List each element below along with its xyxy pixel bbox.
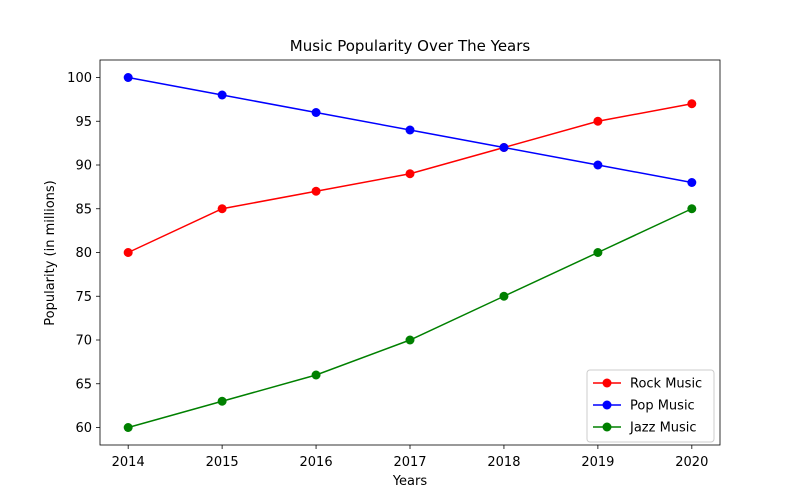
data-point xyxy=(405,335,415,345)
legend-box xyxy=(586,369,715,443)
y-tick-label: 65 xyxy=(75,377,92,392)
data-point xyxy=(593,160,603,170)
data-point xyxy=(687,178,697,187)
y-tick-label: 80 xyxy=(75,246,92,261)
data-point xyxy=(687,99,697,109)
data-point xyxy=(217,396,227,406)
data-point xyxy=(123,423,133,432)
data-point xyxy=(123,248,133,257)
data-point xyxy=(593,116,603,126)
data-point xyxy=(217,204,227,214)
y-axis-label: Popularity (in millions) xyxy=(43,180,58,325)
x-tick-label: 2017 xyxy=(393,455,426,470)
data-point xyxy=(499,291,509,301)
data-point xyxy=(311,370,321,380)
y-tick-label: 100 xyxy=(67,71,92,86)
y-tick-label: 85 xyxy=(75,202,92,217)
legend-label: Rock Music xyxy=(630,377,702,392)
x-axis-label: Years xyxy=(392,474,428,489)
chart-title: Music Popularity Over The Years xyxy=(290,37,531,55)
legend-marker xyxy=(602,378,612,388)
data-point xyxy=(123,73,133,82)
plot-area: 2014 2015 2016 2017 2018 2019 2020 60 65 70 75 80 85… xyxy=(67,59,721,470)
legend-marker xyxy=(602,400,612,410)
data-point xyxy=(405,169,415,179)
legend: Rock Music Pop Music Jazz Music xyxy=(586,369,715,443)
data-point xyxy=(311,186,321,196)
data-point xyxy=(217,90,227,100)
data-point xyxy=(405,125,415,135)
x-tick-label: 2020 xyxy=(675,455,708,470)
y-tick-label: 70 xyxy=(75,334,92,349)
legend-marker xyxy=(602,422,612,432)
x-tick-label: 2015 xyxy=(206,455,239,470)
y-tick-label: 90 xyxy=(75,159,92,174)
legend-label: Jazz Music xyxy=(629,421,697,436)
data-point xyxy=(499,143,509,152)
x-tick-label: 2016 xyxy=(300,455,333,470)
data-point xyxy=(593,248,603,257)
x-tick-label: 2018 xyxy=(487,455,520,470)
x-tick-label: 2014 xyxy=(112,455,145,470)
y-tick-label: 75 xyxy=(75,290,92,305)
data-point xyxy=(311,108,321,117)
y-tick-label: 95 xyxy=(75,115,92,130)
x-tick-label: 2019 xyxy=(581,455,614,470)
legend-label: Pop Music xyxy=(630,399,695,414)
data-point xyxy=(687,204,697,214)
y-tick-label: 60 xyxy=(75,421,92,436)
